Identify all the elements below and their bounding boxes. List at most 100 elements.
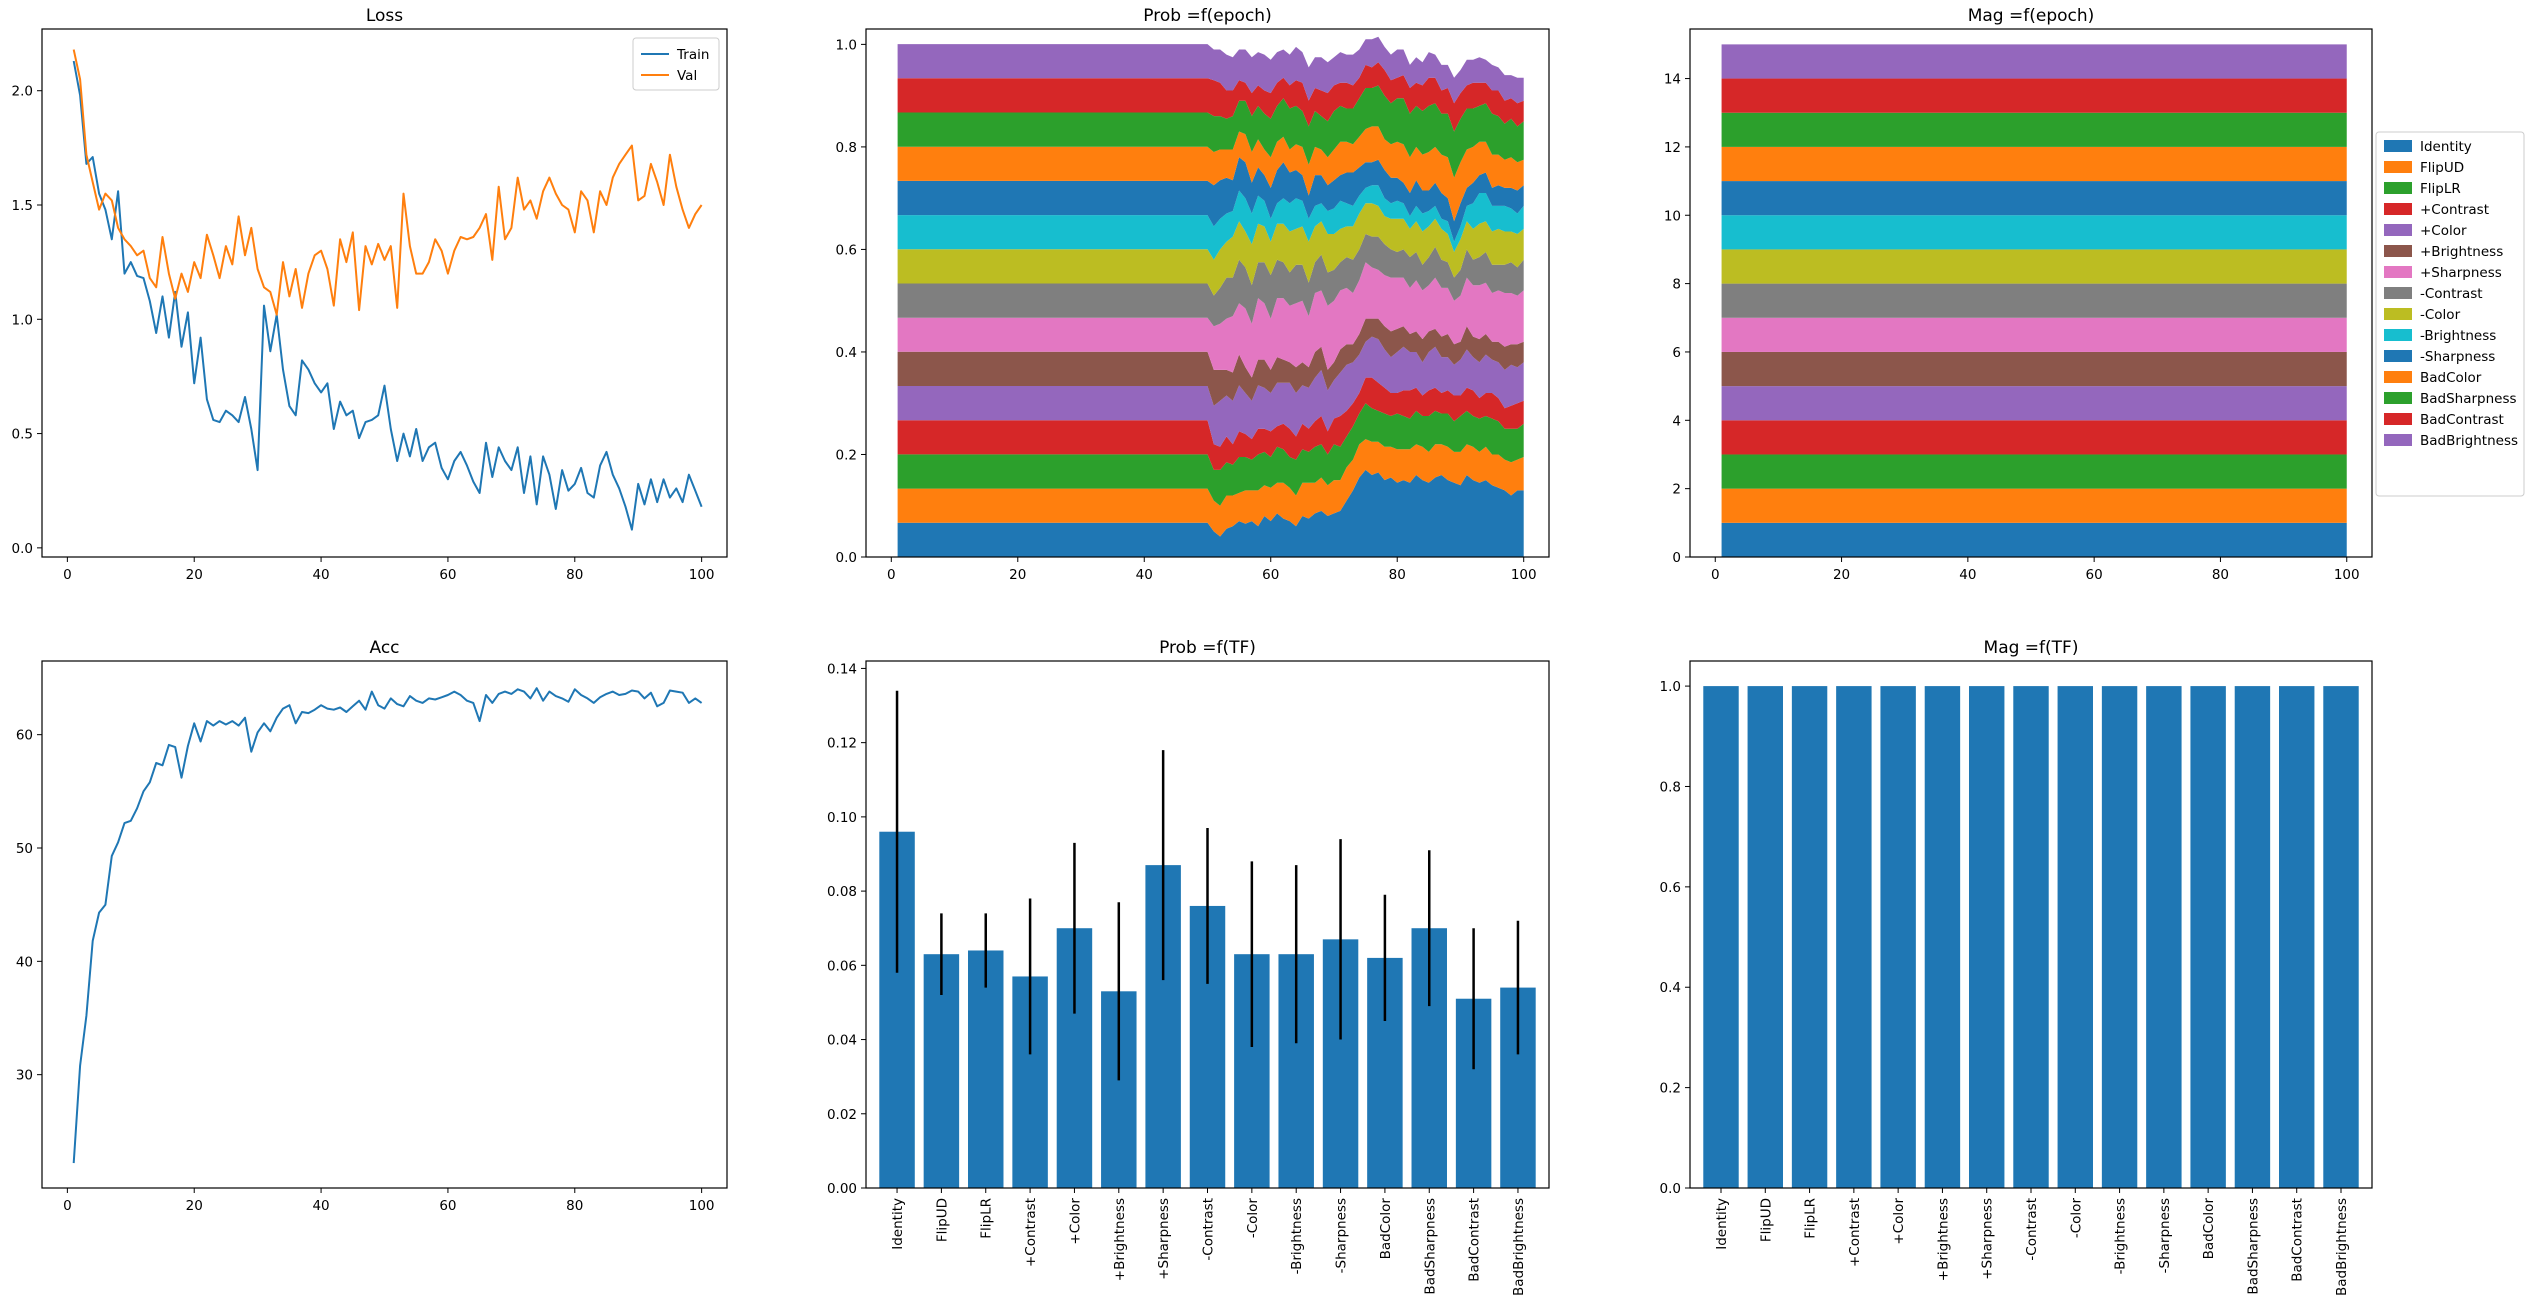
legend-label: +Brightness xyxy=(2420,244,2503,260)
axes-frame xyxy=(41,28,728,558)
y-tick-label: 1.0 xyxy=(12,312,33,328)
area-badcontrast xyxy=(897,62,1524,132)
y-tick-label: 0.2 xyxy=(1660,1081,1681,1097)
legend-swatch xyxy=(2384,350,2412,362)
legend-swatch xyxy=(2384,392,2412,404)
x-tick-label: 80 xyxy=(1389,567,1406,583)
x-tick-label: 80 xyxy=(566,1198,583,1214)
y-tick-label: 0.2 xyxy=(836,447,857,463)
area-badsharpness xyxy=(897,85,1524,178)
layer-+brightness xyxy=(1721,351,2347,387)
x-tick-label: BadColor xyxy=(2201,1198,2217,1260)
x-tick-label: BadBrightness xyxy=(2334,1198,2350,1296)
y-tick-label: 0.14 xyxy=(827,661,857,677)
y-tick-label: 2.0 xyxy=(12,84,33,100)
bar--color xyxy=(2057,686,2093,1188)
acc-chart: Acc 30 40 50 60 0 20 40 60 80 100 xyxy=(16,638,728,1214)
x-tick-label: 60 xyxy=(439,1198,456,1214)
x-tick-label: -Color xyxy=(1245,1198,1261,1239)
legend-swatch xyxy=(2384,224,2412,236)
prob-tf-chart: Identity FlipUD FlipLR +Contrast +Color +Brig… xyxy=(827,638,1550,1296)
mag-tf-chart: Identity FlipUD FlipLR +Contrast +Color +Brig… xyxy=(1660,638,2373,1296)
y-tick-label: 0.0 xyxy=(1660,1181,1681,1197)
legend-label: BadBrightness xyxy=(2420,433,2518,449)
y-tick-label: 0.8 xyxy=(836,140,857,156)
loss-chart: Loss 0.0 0.5 1.0 1.5 2.0 0 20 40 60 80 100 Train Val xyxy=(12,6,728,583)
layer--brightness xyxy=(1721,215,2347,250)
x-tick-label: +Color xyxy=(1067,1198,1083,1245)
y-tick-label: 0.4 xyxy=(836,345,857,361)
axes-frame xyxy=(1689,660,2373,1189)
area-fliplr xyxy=(897,403,1524,506)
area-+contrast xyxy=(897,377,1524,470)
x-tick-label: 0 xyxy=(63,567,72,583)
layer-fliplr xyxy=(1721,454,2347,489)
bar-+color xyxy=(1880,686,1916,1188)
bar-flipud xyxy=(1747,686,1783,1188)
bar-identity xyxy=(1703,686,1739,1188)
chart-title: Mag =f(epoch) xyxy=(1968,6,2095,26)
axes-frame xyxy=(41,660,728,1189)
legend-label: -Contrast xyxy=(2420,286,2483,302)
x-tick-label: BadColor xyxy=(1378,1198,1394,1260)
legend-swatch xyxy=(2384,329,2412,341)
x-tick-label: Identity xyxy=(890,1198,906,1250)
y-tick-label: 0 xyxy=(1672,550,1681,566)
x-tick-label: 40 xyxy=(1136,567,1153,583)
y-tick-label: 10 xyxy=(1664,208,1681,224)
x-tick-label: 80 xyxy=(566,567,583,583)
bar-+sharpness xyxy=(1969,686,2005,1188)
y-tick-label: 0.6 xyxy=(1660,880,1681,896)
x-tick-label: FlipUD xyxy=(1758,1198,1774,1242)
legend-box xyxy=(2375,131,2525,497)
x-tick-label: FlipUD xyxy=(934,1198,950,1242)
legend-label: Identity xyxy=(2420,139,2472,155)
x-tick-label: 20 xyxy=(1009,567,1026,583)
y-tick-label: 0.0 xyxy=(12,541,33,557)
legend-label: FlipLR xyxy=(2420,181,2461,197)
x-tick-label: -Sharpness xyxy=(1334,1198,1350,1273)
x-tick-label: 100 xyxy=(689,1198,715,1214)
y-tick-label: 0.06 xyxy=(827,958,857,974)
x-tick-label: 0 xyxy=(1711,567,1720,583)
layer-+sharpness xyxy=(1721,317,2347,352)
y-tick-label: 6 xyxy=(1672,345,1681,361)
y-tick-label: 0.00 xyxy=(827,1181,857,1197)
y-tick-label: 1.0 xyxy=(1660,679,1681,695)
legend-swatch xyxy=(2384,140,2412,152)
y-tick-label: 1.0 xyxy=(836,37,857,53)
x-tick-label: +Brightness xyxy=(1935,1198,1951,1281)
bar-badcolor xyxy=(2190,686,2226,1188)
layer-badcontrast xyxy=(1721,78,2347,113)
chart-title: Prob =f(epoch) xyxy=(1143,6,1271,26)
bar-badsharpness xyxy=(2234,686,2271,1188)
chart-title: Prob =f(TF) xyxy=(1159,638,1256,658)
y-tick-label: 0.8 xyxy=(1660,779,1681,795)
layer--sharpness xyxy=(1721,181,2347,216)
area-badcolor xyxy=(897,126,1524,222)
y-tick-label: 14 xyxy=(1664,72,1681,88)
axes-frame xyxy=(865,28,1550,558)
x-tick-label: BadContrast xyxy=(2290,1198,2306,1282)
legend-label: FlipUD xyxy=(2420,160,2464,176)
x-tick-label: +Contrast xyxy=(1023,1198,1039,1267)
mag-epoch-chart: Mag =f(epoch) 0 2 4 6 8 10 12 14 0 20 40 60 80 100 Iden… xyxy=(1664,6,2525,583)
bar-+brightness xyxy=(1924,686,1961,1188)
layer--contrast xyxy=(1721,283,2347,318)
y-tick-label: 0.0 xyxy=(836,550,857,566)
y-tick-label: 2 xyxy=(1672,482,1681,498)
axes-frame xyxy=(865,660,1550,1189)
y-tick-label: 1.5 xyxy=(12,198,33,214)
legend-swatch xyxy=(2384,371,2412,383)
y-tick-label: 0.10 xyxy=(827,810,857,826)
layer-badsharpness xyxy=(1721,112,2347,147)
x-tick-label: 20 xyxy=(186,1198,203,1214)
area--brightness xyxy=(897,185,1524,260)
area-+brightness xyxy=(897,318,1524,406)
area-badbrightness xyxy=(897,36,1524,104)
x-tick-label: BadSharpness xyxy=(2245,1198,2261,1295)
x-tick-label: 100 xyxy=(2334,567,2360,583)
area-+color xyxy=(897,336,1524,447)
legend-label: Train xyxy=(676,47,709,63)
